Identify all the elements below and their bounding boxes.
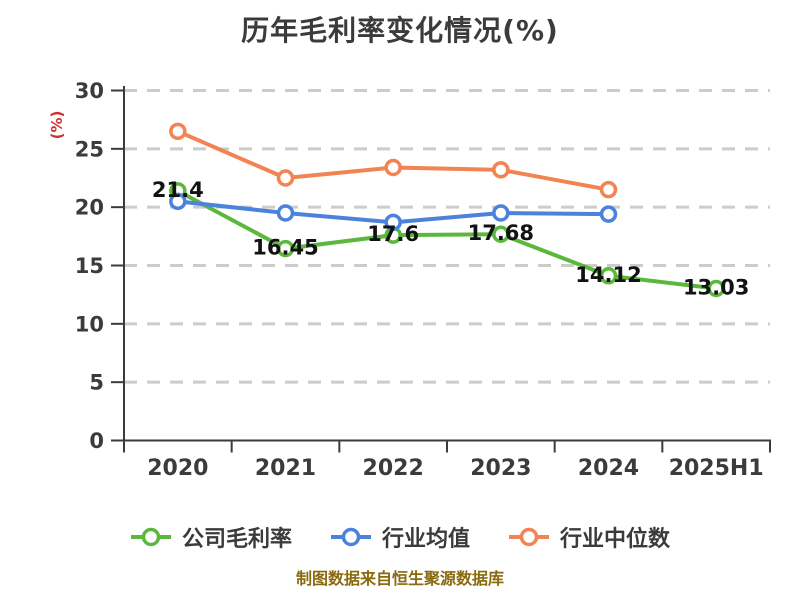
data-point-label: 13.03: [683, 275, 749, 299]
y-tick-label: 25: [75, 137, 104, 161]
data-point-industry-average: [384, 213, 402, 232]
data-point-industry-median: [276, 169, 295, 187]
data-point-company-gross-margin: [276, 239, 295, 258]
legend: 公司毛利率 行业均值 行业中位数: [0, 521, 800, 553]
x-tick-label: 2025H1: [669, 456, 764, 481]
legend-item-industry-median[interactable]: 行业中位数: [508, 521, 670, 553]
data-point-industry-median: [492, 161, 510, 179]
data-point-industry-average: [599, 205, 618, 223]
x-tick-label: 2024: [578, 456, 639, 481]
y-tick-label: 0: [89, 429, 104, 453]
y-tick-label: 20: [75, 196, 104, 220]
data-point-label: 14.12: [575, 263, 641, 287]
legend-item-company-gross-margin[interactable]: 公司毛利率: [130, 521, 292, 553]
y-tick-label: 30: [75, 79, 104, 103]
legend-circle: [141, 527, 161, 547]
y-tick-label: 5: [89, 371, 104, 395]
legend-label: 公司毛利率: [181, 527, 292, 552]
data-point-label: 17.68: [468, 221, 534, 245]
data-point-label: 21.4: [152, 178, 204, 202]
data-point-industry-average: [492, 204, 510, 222]
line-marker-icon: [509, 527, 549, 547]
data-point-industry-median: [169, 122, 187, 141]
y-tick-label: 10: [75, 312, 104, 336]
line-marker-icon: [330, 527, 371, 547]
legend-circle: [341, 527, 361, 547]
y-axis-unit-label: (%): [48, 111, 66, 140]
data-point-industry-median: [384, 158, 402, 177]
x-tick-label: 2022: [363, 456, 424, 481]
x-tick-label: 2021: [255, 456, 316, 481]
legend-circle: [519, 527, 539, 547]
data-point-company-gross-margin: [492, 225, 510, 243]
data-point-company-gross-margin: [707, 279, 725, 298]
line-marker-icon: [130, 527, 171, 547]
data-point-label: 17.6: [367, 222, 419, 246]
footer-note: 制图数据来自恒生聚源数据库: [295, 569, 504, 588]
series-line-company-gross-margin: [176, 189, 717, 291]
chart-title: 历年毛利率变化情况(%): [241, 14, 559, 47]
data-point-industry-median: [599, 180, 618, 199]
data-point-company-gross-margin: [599, 267, 618, 285]
data-point-label: 16.45: [252, 236, 318, 260]
legend-label: 行业均值: [381, 527, 470, 552]
y-tick-label: 15: [75, 254, 104, 278]
x-tick-label: 2020: [147, 456, 208, 481]
data-point-industry-average: [169, 192, 187, 211]
x-tick-label: 2023: [470, 456, 531, 481]
data-point-industry-average: [276, 204, 295, 222]
legend-item-industry-average[interactable]: 行业均值: [330, 521, 470, 553]
legend-label: 行业中位数: [560, 527, 671, 552]
